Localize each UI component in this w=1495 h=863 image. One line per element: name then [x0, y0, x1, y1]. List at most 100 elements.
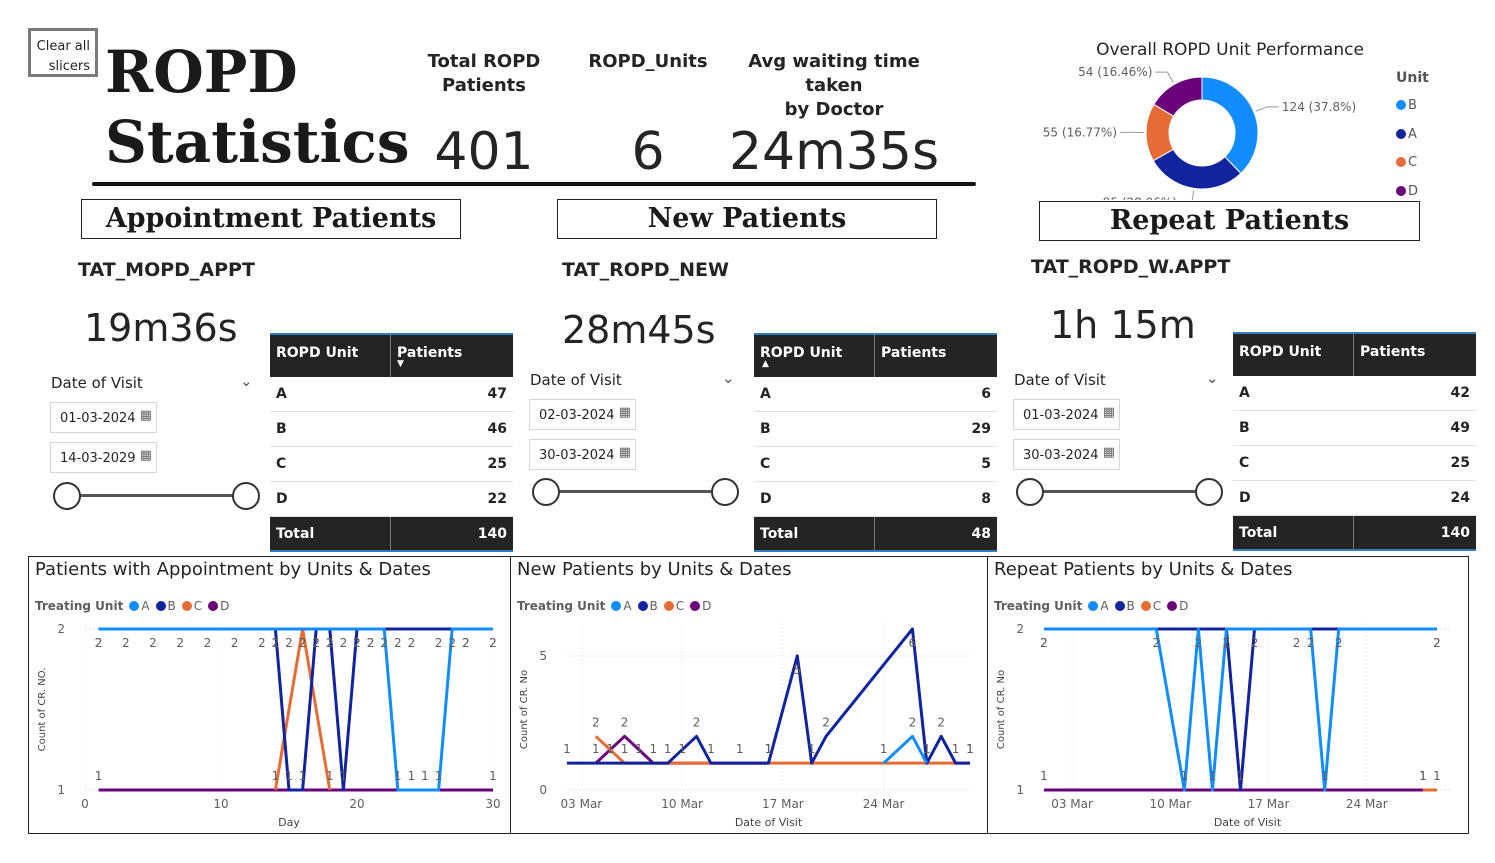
slicer-start-date-repeat[interactable]: 01-03-2024 ▦: [1013, 399, 1120, 430]
donut-legend-item-b[interactable]: B: [1396, 92, 1418, 121]
date-range-slider-track[interactable]: [546, 490, 726, 493]
data-label: 2: [204, 636, 212, 650]
clear-all-slicers-button[interactable]: Clear all slicers: [28, 28, 98, 77]
legend-item-c[interactable]: C: [1140, 599, 1161, 613]
data-label: 1: [285, 769, 293, 783]
data-label: 2: [1195, 636, 1203, 650]
chart-legend-new: Treating Unit A B C D: [517, 599, 712, 613]
table-row[interactable]: A 47: [270, 377, 513, 412]
data-label: 1: [966, 742, 974, 756]
calendar-icon[interactable]: ▦: [139, 408, 152, 423]
calendar-icon[interactable]: ▦: [618, 445, 631, 460]
slicer-end-date-new[interactable]: 30-03-2024 ▦: [529, 439, 636, 470]
slider-end-handle[interactable]: [711, 478, 739, 506]
table-row[interactable]: D 8: [754, 482, 997, 517]
slider-end-handle[interactable]: [232, 482, 260, 510]
table-row[interactable]: C 25: [1233, 446, 1476, 481]
table-row[interactable]: A 42: [1233, 376, 1476, 411]
x-axis-label: Date of Visit: [1214, 816, 1282, 829]
slicer-start-date-appointment[interactable]: 01-03-2024 ▦: [50, 402, 157, 433]
table-row[interactable]: B 49: [1233, 411, 1476, 446]
data-label: 1: [1040, 769, 1048, 783]
line-chart-repeat[interactable]: 1 2 03 Mar 10 Mar 17 Mar 24 Mar Date of Visit C…: [988, 557, 1467, 832]
table-row[interactable]: D 22: [270, 482, 513, 517]
series-line-a: [98, 627, 493, 792]
slider-start-handle[interactable]: [1016, 478, 1044, 506]
slider-start-handle[interactable]: [532, 478, 560, 506]
slider-start-handle[interactable]: [53, 482, 81, 510]
calendar-icon[interactable]: ▦: [1102, 405, 1115, 420]
data-label: 2: [176, 636, 184, 650]
table-row[interactable]: D 24: [1233, 481, 1476, 516]
tat-repeat-label: TAT_ROPD_W.APPT: [1031, 256, 1231, 278]
chart-panel-appointment: Patients with Appointment by Units & Dat…: [28, 556, 511, 834]
column-header-patients[interactable]: Patients ▼: [397, 345, 463, 369]
data-label: 2: [1223, 636, 1231, 650]
data-label: 2: [272, 636, 280, 650]
column-header-unit[interactable]: ROPD Unit: [1233, 334, 1354, 376]
date-range-slider-track[interactable]: [1030, 490, 1210, 493]
slicer-end-date-appointment[interactable]: 14-03-2029 ▦: [50, 442, 157, 473]
chevron-down-icon[interactable]: ⌄: [1206, 369, 1219, 387]
table-row[interactable]: A 6: [754, 377, 997, 412]
donut-legend-item-a[interactable]: A: [1396, 121, 1418, 150]
legend-item-a[interactable]: A: [611, 599, 632, 613]
legend-item-b[interactable]: B: [155, 599, 176, 613]
donut-legend-item-d[interactable]: D: [1396, 178, 1418, 207]
data-label: 2: [285, 636, 293, 650]
legend-item-c[interactable]: C: [663, 599, 684, 613]
donut-chart[interactable]: 124 (37.8%) 95 (28.96%) 55 (16.77%) 54 (16.…: [1040, 62, 1460, 200]
y-tick-label: 2: [1016, 622, 1024, 636]
calendar-icon[interactable]: ▦: [618, 405, 631, 420]
date-range-slider-track[interactable]: [67, 494, 247, 497]
legend-item-d[interactable]: D: [690, 599, 711, 613]
chevron-down-icon[interactable]: ⌄: [722, 369, 735, 387]
sort-indicator-icon: ▼: [397, 359, 404, 369]
donut-slice-d[interactable]: [1153, 76, 1203, 117]
y-axis-label: Count of CR. NO.: [37, 668, 48, 752]
donut-legend-item-c[interactable]: C: [1396, 149, 1418, 178]
donut-slice-b[interactable]: [1201, 76, 1259, 175]
legend-item-d[interactable]: D: [208, 599, 229, 613]
calendar-icon[interactable]: ▦: [139, 448, 152, 463]
legend-item-d[interactable]: D: [1167, 599, 1188, 613]
line-chart-new[interactable]: 0 5 03 Mar 10 Mar 17 Mar 24 Mar Date of Visit C…: [511, 557, 986, 832]
legend-item-b[interactable]: B: [1114, 599, 1135, 613]
data-label: 1: [299, 769, 307, 783]
data-label: 1: [1181, 769, 1189, 783]
legend-item-a[interactable]: A: [129, 599, 150, 613]
section-heading-appointment: Appointment Patients: [81, 199, 461, 239]
data-label: 2: [1293, 636, 1301, 650]
kpi-avg-wait-label: Avg waiting time taken by Doctor: [748, 51, 920, 120]
table-total-row: Total 48: [754, 517, 997, 552]
slider-end-handle[interactable]: [1195, 478, 1223, 506]
chevron-down-icon[interactable]: ⌄: [240, 372, 253, 390]
column-header-patients[interactable]: Patients: [1360, 344, 1426, 360]
slicer-start-date-new[interactable]: 02-03-2024 ▦: [529, 399, 636, 430]
table-row[interactable]: B 46: [270, 412, 513, 447]
series-line-b: [1044, 627, 1437, 792]
x-tick-label: 03 Mar: [1051, 797, 1093, 811]
chart-legend-appointment: Treating Unit A B C D: [35, 599, 230, 613]
series-line-b: [567, 627, 970, 765]
x-tick-label: 20: [349, 797, 364, 811]
y-tick-label: 1: [57, 783, 65, 797]
legend-item-b[interactable]: B: [637, 599, 658, 613]
data-label: 1: [592, 742, 600, 756]
calendar-icon[interactable]: ▦: [1102, 445, 1115, 460]
table-row[interactable]: C 5: [754, 447, 997, 482]
data-label: 2: [1433, 636, 1441, 650]
data-label: 2: [462, 636, 470, 650]
column-header-unit[interactable]: ROPD Unit: [754, 335, 875, 377]
slicer-end-date-repeat[interactable]: 30-03-2024 ▦: [1013, 439, 1120, 470]
data-label: 2: [353, 636, 361, 650]
data-label: 2: [489, 636, 497, 650]
legend-item-a[interactable]: A: [1088, 599, 1109, 613]
legend-item-c[interactable]: C: [181, 599, 202, 613]
data-label: 2: [1040, 636, 1048, 650]
table-row[interactable]: B 29: [754, 412, 997, 447]
column-header-unit[interactable]: ROPD Unit: [270, 335, 391, 377]
column-header-patients[interactable]: Patients ▲: [762, 345, 947, 369]
table-row[interactable]: C 25: [270, 447, 513, 482]
